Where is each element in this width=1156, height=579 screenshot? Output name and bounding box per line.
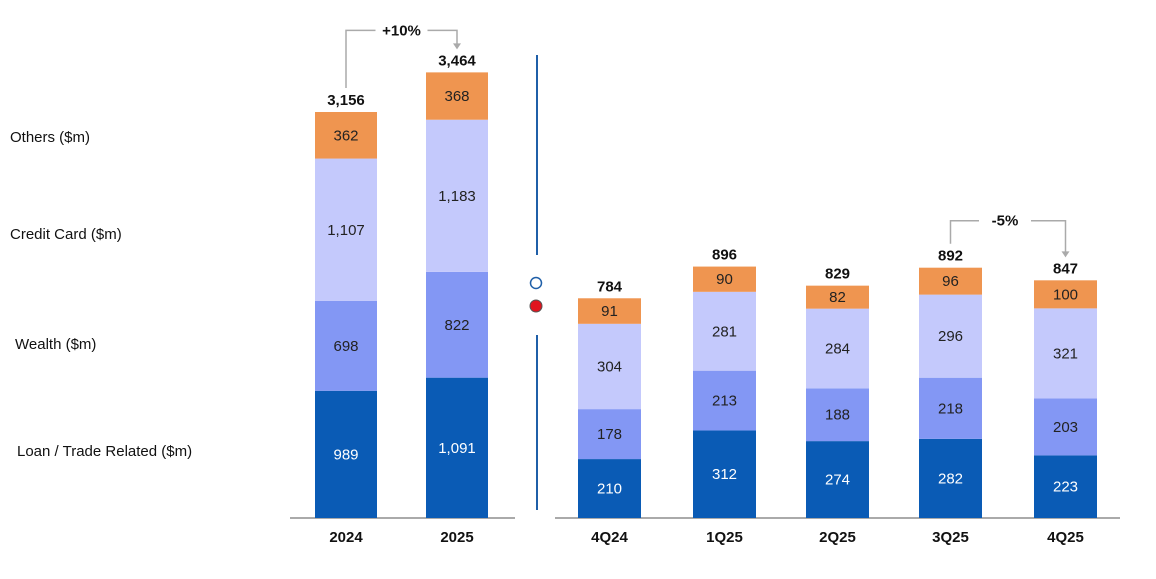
bar-segment: [578, 409, 641, 460]
bar-segment: [806, 285, 869, 309]
bar-value-label: 91: [601, 303, 618, 320]
x-tick-label: 4Q25: [1047, 529, 1084, 546]
bar-total-label: 3,464: [438, 52, 476, 69]
growth-annotation: +10%: [382, 22, 421, 39]
bar-value-label: 223: [1053, 479, 1078, 496]
bar-segment: [578, 459, 641, 518]
bar-segment: [693, 266, 756, 292]
bar-segment: [693, 430, 756, 518]
bar-value-label: 213: [712, 393, 737, 410]
bar-segment: [919, 267, 982, 295]
bar-segment: [693, 370, 756, 431]
bar-value-label: 203: [1053, 419, 1078, 436]
growth-bracket: [345, 29, 376, 88]
bar-value-label: 304: [597, 358, 622, 375]
bar-segment: [1034, 398, 1097, 456]
bar-segment: [426, 119, 488, 272]
bar-value-label: 210: [597, 481, 622, 498]
bar-value-label: 90: [716, 271, 733, 288]
bar-value-label: 281: [712, 323, 737, 340]
legend-wealth: Wealth ($m): [15, 336, 96, 353]
bar-total-label: 829: [825, 266, 850, 283]
bar-segment: [1034, 455, 1097, 518]
x-tick-label: 4Q24: [591, 529, 628, 546]
bar-value-label: 698: [333, 338, 358, 355]
bar-segment: [315, 390, 377, 518]
marker-filled-circle: [529, 299, 543, 313]
bar-segment: [315, 300, 377, 391]
growth-bracket: [1031, 219, 1067, 253]
bar-segment: [426, 377, 488, 518]
bar-value-label: 188: [825, 407, 850, 424]
legend-loan-trade: Loan / Trade Related ($m): [17, 443, 192, 460]
x-tick-label: 2025: [440, 529, 473, 546]
bar-value-label: 100: [1053, 286, 1078, 303]
bar-segment: [919, 294, 982, 378]
arrow-down-icon: [453, 43, 461, 50]
x-tick-label: 1Q25: [706, 529, 743, 546]
bar-value-label: 368: [444, 88, 469, 105]
bar-value-label: 1,107: [327, 222, 365, 239]
bar-value-label: 96: [942, 273, 959, 290]
x-tick-label: 3Q25: [932, 529, 969, 546]
bar-total-label: 896: [712, 247, 737, 264]
bar-value-label: 989: [333, 446, 358, 463]
bar-value-label: 284: [825, 341, 850, 358]
bar-segment: [919, 377, 982, 439]
bar-value-label: 274: [825, 472, 850, 489]
bar-segment: [919, 438, 982, 518]
bar-segment: [806, 308, 869, 389]
bar-value-label: 1,183: [438, 188, 476, 205]
bar-segment: [578, 323, 641, 410]
bar-value-label: 1,091: [438, 440, 476, 457]
bar-value-label: 822: [444, 317, 469, 334]
bar-value-label: 218: [938, 400, 963, 417]
x-tick-label: 2024: [329, 529, 363, 546]
bar-segment: [426, 72, 488, 120]
bar-value-label: 296: [938, 328, 963, 345]
bar-total-label: 847: [1053, 260, 1078, 277]
bar-value-label: 82: [829, 289, 846, 306]
bar-segment: [315, 158, 377, 301]
arrow-down-icon: [1061, 251, 1070, 258]
growth-bracket: [427, 29, 458, 45]
legend: Others ($m) Credit Card ($m) Wealth ($m)…: [10, 129, 192, 460]
bar-segment: [806, 388, 869, 442]
legend-credit-card: Credit Card ($m): [10, 226, 122, 243]
bar-segment: [1034, 280, 1097, 309]
x-tick-label: 2Q25: [819, 529, 856, 546]
bar-value-label: 362: [333, 127, 358, 144]
bar-value-label: 312: [712, 466, 737, 483]
bar-value-label: 178: [597, 426, 622, 443]
growth-bracket: [949, 219, 979, 244]
bar-total-label: 784: [597, 278, 623, 295]
bar-value-label: 282: [938, 470, 963, 487]
bar-segment: [693, 291, 756, 371]
bar-segment: [315, 112, 377, 159]
bar-segment: [1034, 308, 1097, 399]
bar-value-label: 321: [1053, 345, 1078, 362]
legend-others: Others ($m): [10, 129, 90, 146]
marker-hollow-circle: [529, 276, 543, 290]
bar-total-label: 892: [938, 248, 963, 265]
bar-total-label: 3,156: [327, 92, 365, 109]
bar-segment: [578, 298, 641, 324]
bar-segment: [426, 271, 488, 378]
growth-annotation: -5%: [992, 213, 1019, 230]
bar-segment: [806, 441, 869, 518]
